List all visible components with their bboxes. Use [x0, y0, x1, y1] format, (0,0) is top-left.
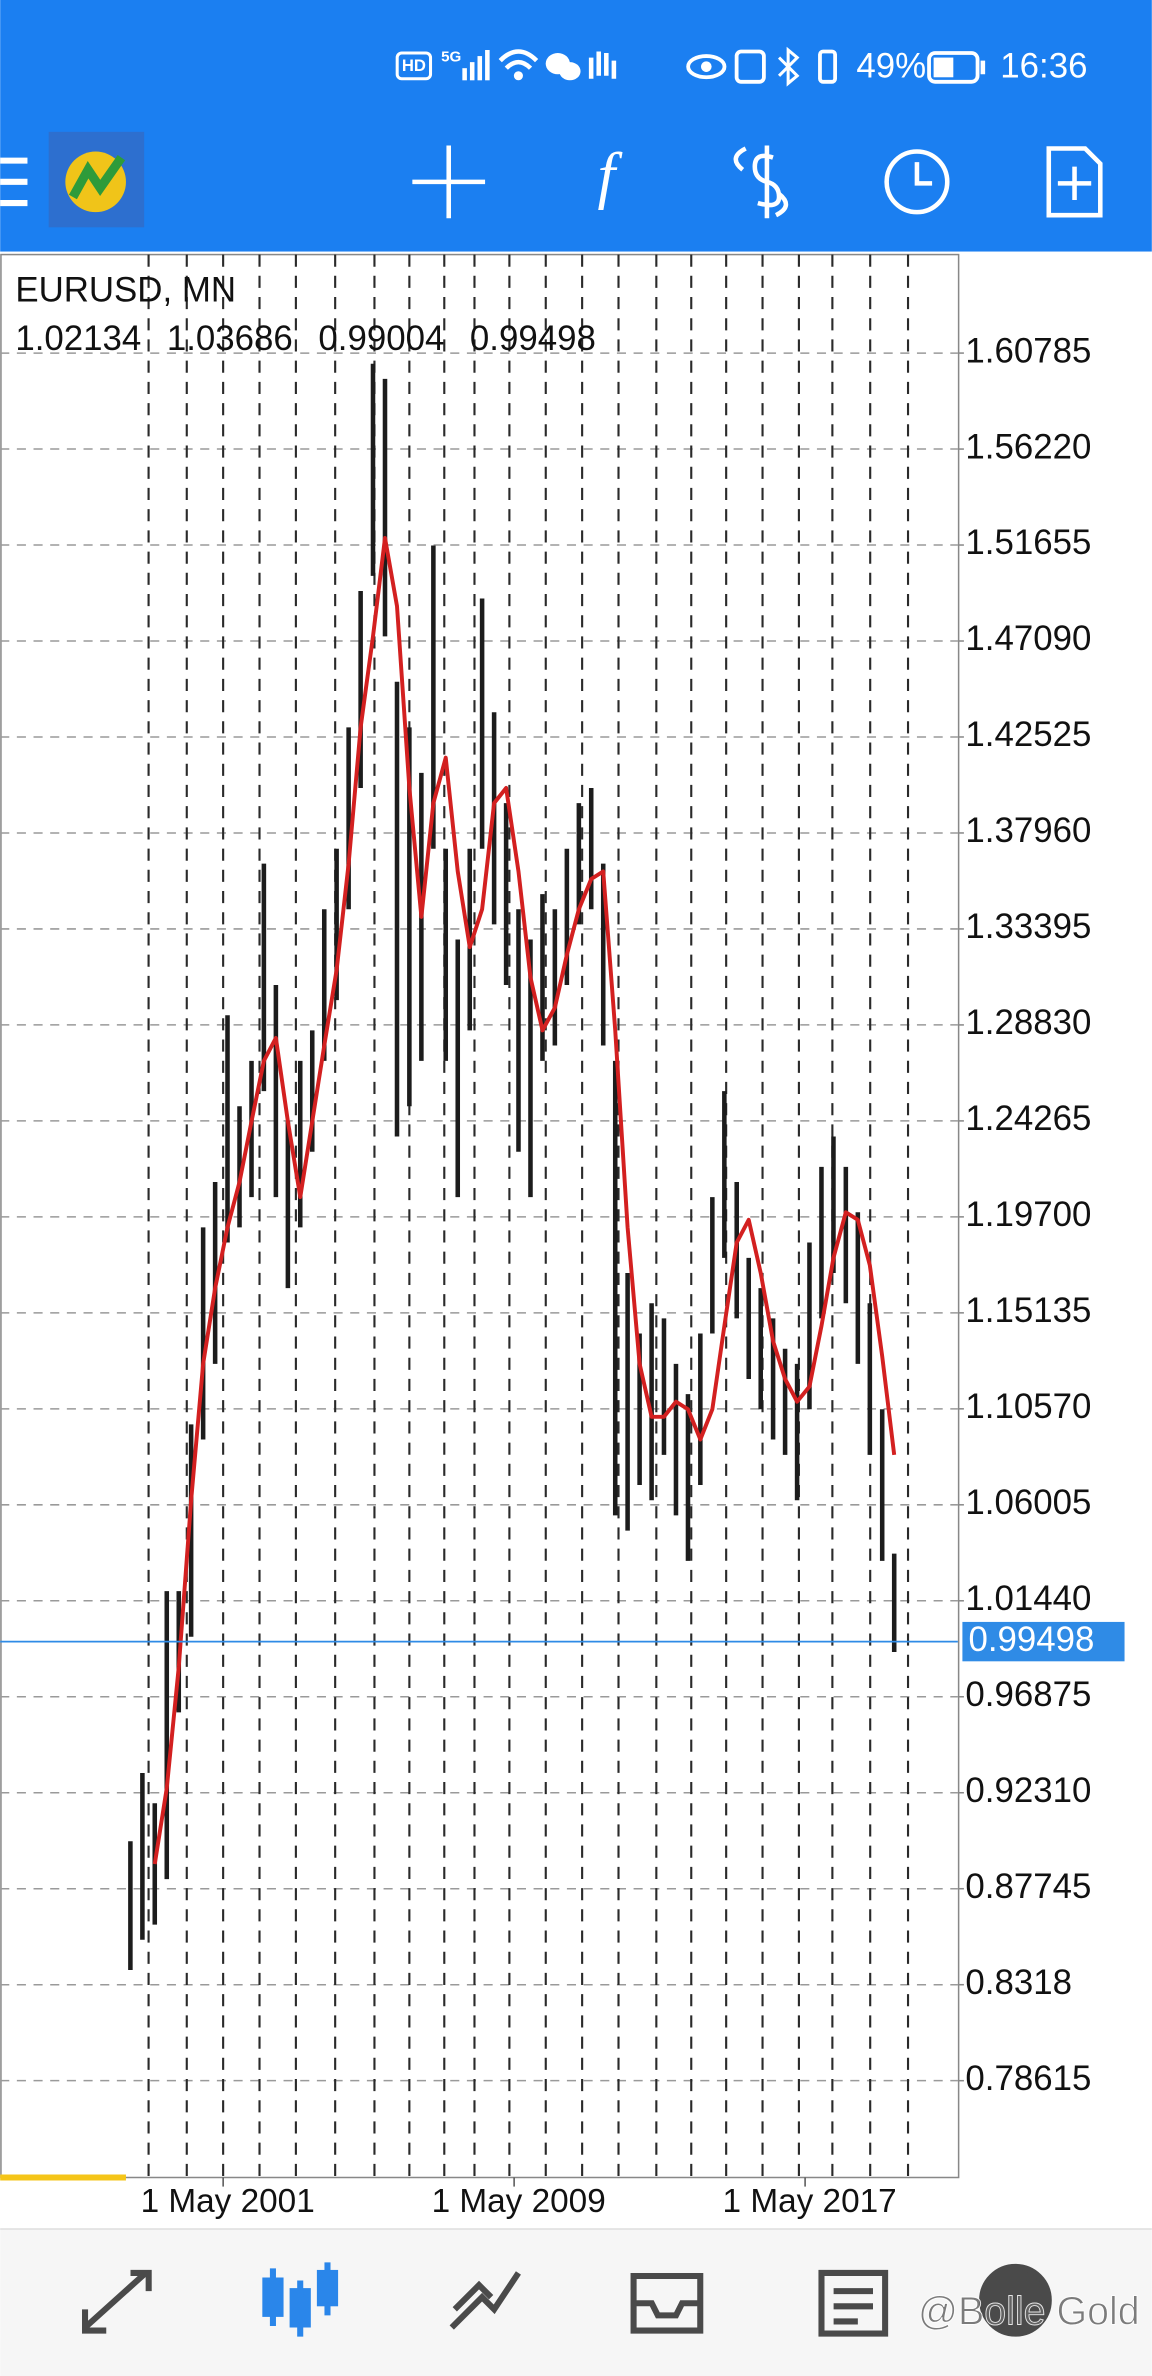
- y-tick-label: 0.78615: [965, 2059, 1091, 2098]
- nfc-icon: [734, 49, 766, 84]
- hd-label: HD: [402, 56, 426, 75]
- y-tick-label: 1.37960: [965, 811, 1091, 850]
- y-tick-label: 0.87745: [965, 1867, 1091, 1906]
- toolbar: f: [0, 131, 1103, 228]
- wifi-dot: [513, 71, 523, 81]
- battery-label: 49%: [856, 46, 926, 85]
- eye-icon: [686, 54, 727, 80]
- clock-hands: [914, 162, 933, 186]
- signal-bar: [469, 62, 475, 81]
- menu-button[interactable]: [0, 157, 28, 207]
- price-tag: [962, 1621, 1125, 1662]
- trade-button[interactable]: [733, 145, 789, 219]
- chart-tab[interactable]: [262, 2262, 339, 2337]
- signal-bar: [462, 68, 467, 81]
- status-bar: HD 5G 49% 16:36: [395, 46, 1087, 87]
- y-tick-label: 1.28830: [965, 1003, 1091, 1042]
- moving-average: [152, 536, 897, 1865]
- app-header: [0, 0, 1152, 252]
- messages-tab[interactable]: [979, 2263, 1052, 2337]
- y-tick-label: 1.60785: [965, 331, 1091, 370]
- tab-wicks: [269, 2262, 331, 2337]
- y-tick-label: 1.15135: [965, 1291, 1091, 1330]
- signal-bar: [477, 56, 483, 81]
- y-tick-label: 1.19700: [965, 1195, 1091, 1234]
- y-tick-label: 0.8318: [965, 1963, 1072, 2002]
- y-tick-label: 1.42525: [965, 715, 1091, 754]
- y-tick-label: 1.47090: [965, 619, 1091, 658]
- chart: [0, 253, 964, 2187]
- battery-tip: [980, 60, 986, 75]
- eye-pupil: [701, 61, 712, 72]
- signal-bar: [485, 50, 490, 81]
- y-tick-label: 1.33395: [965, 907, 1091, 946]
- vibrate-icon: [818, 49, 838, 84]
- history-button[interactable]: [884, 149, 950, 215]
- price-tag-label: 0.99498: [968, 1620, 1094, 1659]
- x-tick-label: 1 May 2001: [141, 2183, 315, 2220]
- y-tick-label: 1.24265: [965, 1099, 1091, 1138]
- ohlc-high: 1.03686: [167, 319, 293, 358]
- hd-badge: [395, 51, 433, 81]
- ohlc-open: 1.02134: [15, 319, 141, 358]
- y-tick-label: 1.06005: [965, 1483, 1091, 1522]
- y-tick-label: 1.10570: [965, 1387, 1091, 1426]
- hand-icon: [588, 51, 617, 79]
- y-tick-label: 0.92310: [965, 1771, 1091, 1810]
- clock: 16:36: [1000, 46, 1087, 85]
- y-tick-label: 1.56220: [965, 427, 1091, 466]
- bottom-nav: [0, 2229, 1152, 2376]
- crosshair-button[interactable]: [412, 145, 486, 219]
- y-tick-label: 0.96875: [965, 1675, 1091, 1714]
- ohlc-close: 0.99498: [470, 319, 596, 358]
- dollar-glyph: [752, 145, 782, 219]
- nav-icons: [82, 2262, 1052, 2337]
- news-tab[interactable]: [818, 2269, 889, 2337]
- history-tab[interactable]: [630, 2272, 704, 2334]
- chat-icon: [559, 62, 581, 81]
- bluetooth-icon: [777, 46, 800, 87]
- y-tick-label: 1.51655: [965, 523, 1091, 562]
- network-label: 5G: [441, 49, 461, 66]
- x-tick-label: 1 May 2009: [432, 2183, 606, 2220]
- x-tick-label: 1 May 2017: [723, 2183, 897, 2220]
- battery-level: [933, 57, 954, 78]
- new-order-button[interactable]: [1046, 146, 1103, 218]
- watermark: @Bolle Gold: [918, 2289, 1140, 2333]
- symbol-title: EURUSD, MN: [15, 271, 236, 310]
- y-tick-label: 1.01440: [965, 1579, 1091, 1618]
- ohlc-low: 0.99004: [318, 319, 444, 358]
- wifi-icon: [498, 49, 539, 70]
- quotes-tab[interactable]: [82, 2269, 152, 2334]
- trade-tab[interactable]: [449, 2271, 521, 2330]
- logo-arrow: [68, 154, 126, 200]
- battery-icon: [927, 51, 980, 84]
